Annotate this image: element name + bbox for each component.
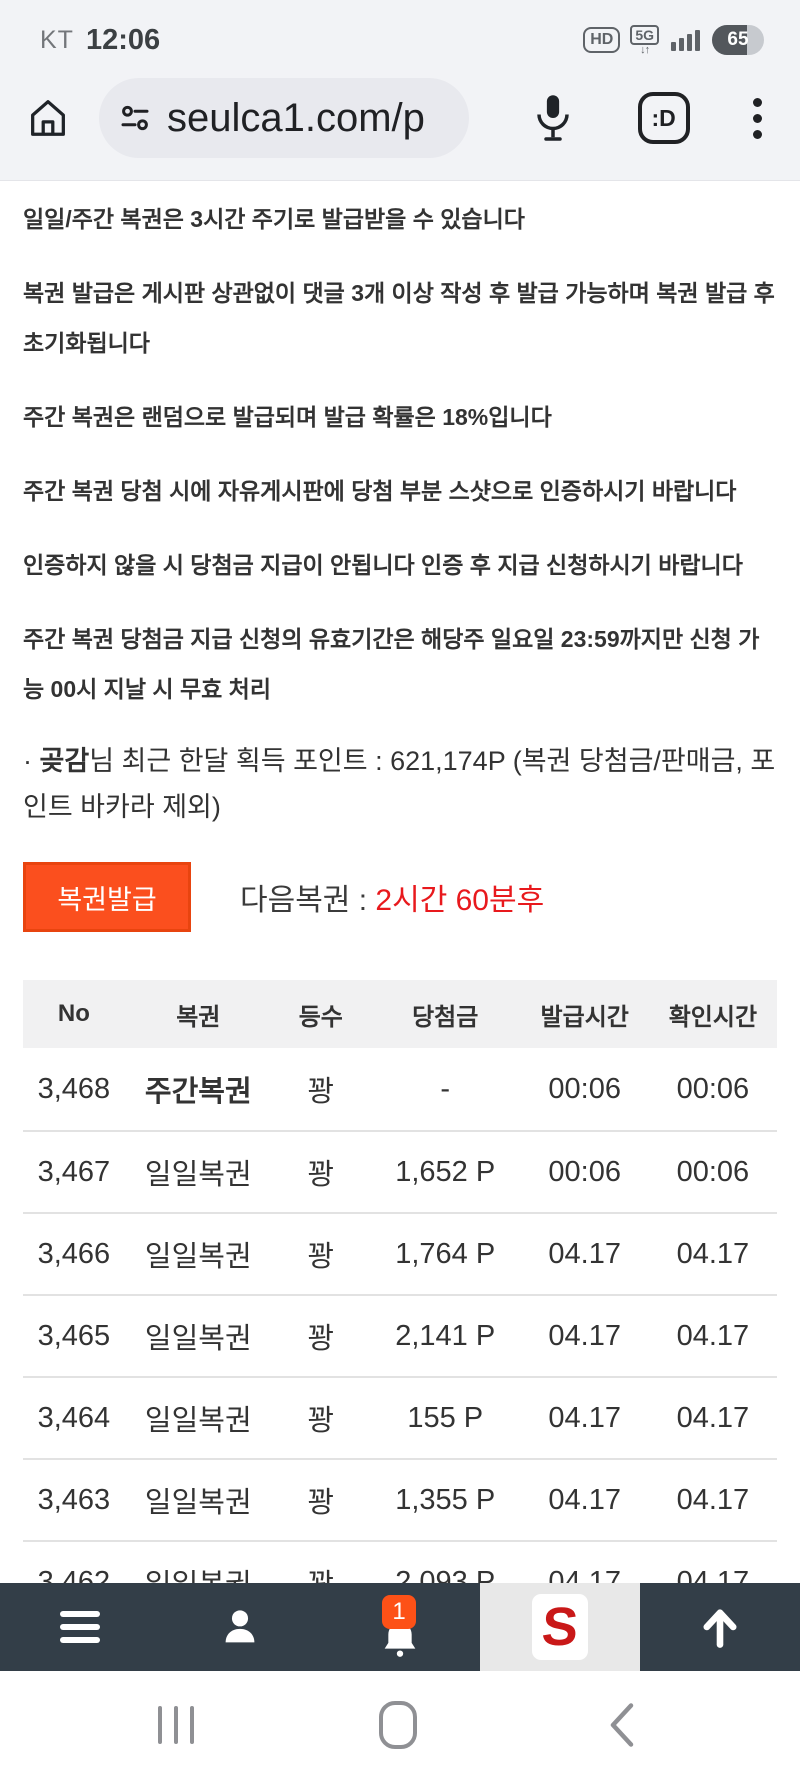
lottery-history-table: No 복권 등수 당첨금 발급시간 확인시간 3,468 주간복권 꽝 -00:06 0… — [23, 980, 777, 1622]
menu-nav-button[interactable] — [0, 1583, 160, 1671]
status-bar: KT 12:06 HD 5G ↓↑ 65 — [0, 0, 800, 70]
header-checked: 확인시간 — [668, 1003, 758, 1031]
page-content: 일일/주간 복권은 3시간 주기로 발급받을 수 있습니다 복권 발급은 게시판… — [0, 181, 800, 1778]
header-prize: 당첨금 — [412, 1003, 479, 1031]
header-issued: 발급시간 — [540, 1003, 629, 1031]
table-row: 3,468 주간복권 꽝 -00:06 00:06 — [37, 1072, 750, 1109]
battery-icon: 65 — [712, 25, 764, 55]
android-home-button[interactable] — [358, 1671, 438, 1778]
site-logo-button[interactable]: S — [480, 1583, 640, 1671]
header-no: No — [57, 1000, 90, 1027]
android-nav-bar — [0, 1671, 800, 1778]
notice-paragraph: 주간 복권은 랜덤으로 발급되며 발급 확률은 18%입니다 — [23, 404, 552, 430]
notice-paragraph: 일일/주간 복권은 3시간 주기로 발급받을 수 있습니다 — [23, 206, 525, 232]
voice-search-button[interactable] — [532, 91, 574, 145]
carrier-label: KT — [40, 25, 74, 54]
kebab-menu-icon — [752, 97, 762, 107]
next-lottery-line: 다음복권 : 2시간 60분후 — [240, 884, 545, 917]
notice-paragraph: 복권 발급은 게시판 상관없이 댓글 3개 이상 작성 후 발급 가능하며 복권… — [23, 280, 775, 356]
logo-letter: S — [539, 1597, 581, 1657]
hd-icon: HD — [583, 27, 621, 53]
table-row: 3,465 일일복권 꽝 2,141 P 04.17 04.17 — [23, 1294, 777, 1376]
notice-paragraph: 인증하지 않을 시 당첨금 지급이 안됩니다 인증 후 지급 신청하시기 바랍니… — [23, 552, 743, 578]
browser-chrome: KT 12:06 HD 5G ↓↑ 65 seulca1.com/p — [0, 0, 800, 181]
profile-nav-button[interactable] — [160, 1583, 320, 1671]
next-lottery-countdown: 2시간 60분후 — [375, 884, 545, 917]
hamburger-icon — [60, 1611, 100, 1643]
tab-count-label: :D — [651, 104, 676, 131]
microphone-icon — [537, 95, 570, 141]
table-row: 3,464 일일복권 꽝 155 P 04.17 04.17 — [23, 1376, 777, 1458]
android-home-icon — [379, 1700, 417, 1749]
android-back-button[interactable] — [582, 1671, 662, 1778]
header-lottery: 복권 — [176, 1003, 221, 1031]
monthly-points-line: · 곶감님 최근 한달 획득 포인트 : 621,174P (복권 당첨금/판매… — [23, 746, 776, 822]
recents-icon — [158, 1705, 162, 1744]
status-time: 12:06 — [85, 23, 161, 56]
bell-wrap: 1 — [372, 1595, 428, 1659]
site-logo: S — [532, 1594, 588, 1660]
home-button[interactable] — [25, 95, 71, 141]
notification-badge: 1 — [382, 1595, 416, 1629]
site-bottom-nav: 1 S — [0, 1583, 800, 1671]
table-row: 3,467 일일복권 꽝 1,652 P 00:06 00:06 — [23, 1130, 777, 1212]
issue-lottery-button[interactable]: 복권발급 — [23, 862, 191, 932]
scroll-top-button[interactable] — [640, 1583, 800, 1671]
back-chevron-icon — [610, 1702, 634, 1747]
table-row: 3,466 일일복권 꽝 1,764 P 04.17 04.17 — [23, 1212, 777, 1294]
signal-strength-icon — [671, 29, 700, 51]
address-bar[interactable]: seulca1.com/p — [99, 78, 469, 158]
home-icon — [31, 100, 65, 136]
notice-paragraph: 주간 복권 당첨금 지급 신청의 유효기간은 해당주 일요일 23:59까지만 … — [23, 626, 760, 702]
browser-toolbar: seulca1.com/p :D — [0, 70, 800, 158]
table-row: 3,463 일일복권 꽝 1,355 P 04.17 04.17 — [23, 1458, 777, 1540]
notice-paragraph: 주간 복권 당첨 시에 자유게시판에 당첨 부분 스샷으로 인증하시기 바랍니다 — [23, 478, 737, 504]
battery-percent: 65 — [727, 29, 749, 50]
site-settings-icon — [121, 105, 149, 131]
5g-network-icon: 5G ↓↑ — [630, 25, 659, 56]
tab-switcher-button[interactable]: :D — [637, 92, 690, 144]
battery-fill — [712, 25, 748, 55]
browser-menu-button[interactable] — [752, 97, 762, 139]
issue-row: 복권발급 다음복권 : 2시간 60분후 — [23, 862, 777, 932]
arrow-up-icon — [703, 1609, 737, 1648]
person-icon — [225, 1610, 255, 1643]
table-header: No 복권 등수 당첨금 발급시간 확인시간 — [23, 980, 777, 1048]
url-text: seulca1.com/p — [167, 95, 425, 140]
recent-apps-button[interactable] — [136, 1671, 216, 1778]
notifications-nav-button[interactable]: 1 — [320, 1583, 480, 1671]
username: 곶감 — [39, 746, 90, 776]
header-rank: 등수 — [298, 1003, 343, 1031]
